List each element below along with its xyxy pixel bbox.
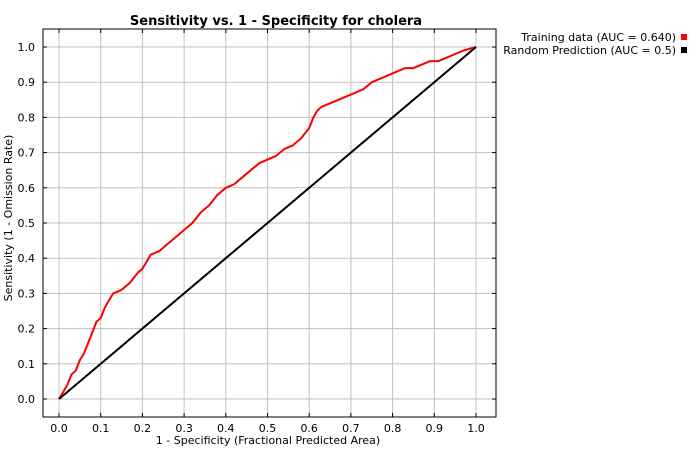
legend-swatch-training (681, 34, 687, 40)
training-data-line (58, 46, 477, 400)
x-tick-label: 0.1 (92, 422, 110, 435)
legend-label-random: Random Prediction (AUC = 0.5) (503, 44, 676, 57)
y-tick-label: 0.7 (18, 147, 36, 160)
x-tick-label: 0.3 (175, 422, 193, 435)
legend-label-training: Training data (AUC = 0.640) (520, 31, 676, 44)
x-tick-label: 0.2 (134, 422, 152, 435)
legend: Training data (AUC = 0.640)Random Predic… (503, 31, 687, 57)
y-tick-label: 0.0 (18, 393, 36, 406)
y-tick-label: 0.6 (18, 182, 36, 195)
y-tick-label: 1.0 (18, 41, 36, 54)
x-tick-label: 0.8 (384, 422, 402, 435)
y-tick-label: 0.4 (18, 252, 36, 265)
x-tick-label: 1.0 (467, 422, 485, 435)
grid (43, 29, 496, 417)
y-tick-label: 0.5 (18, 217, 36, 230)
y-tick-label: 0.9 (18, 76, 36, 89)
y-tick-label: 0.2 (18, 323, 36, 336)
x-tick-label: 0.0 (50, 422, 68, 435)
x-tick-label: 0.6 (300, 422, 318, 435)
legend-swatch-random (681, 47, 687, 53)
y-axis-label: Sensitivity (1 - Omission Rate) (2, 135, 15, 302)
y-tick-label: 0.3 (18, 287, 36, 300)
x-tick-label: 0.7 (342, 422, 360, 435)
axis-ticks: 0.0 0.1 0.2 0.3 0.4 0.5 0.6 0.7 0.8 0.9 1.0 0.0 0.1 0… (18, 29, 496, 435)
chart-title: Sensitivity vs. 1 - Specificity for chol… (130, 14, 422, 29)
x-tick-label: 0.9 (426, 422, 444, 435)
series-group (58, 46, 477, 400)
y-tick-label: 0.8 (18, 111, 36, 124)
x-tick-label: 0.4 (217, 422, 235, 435)
x-axis-label: 1 - Specificity (Fractional Predicted Ar… (156, 434, 380, 447)
random-prediction-line (58, 46, 477, 400)
x-tick-label: 0.5 (259, 422, 277, 435)
y-tick-label: 0.1 (18, 358, 36, 371)
